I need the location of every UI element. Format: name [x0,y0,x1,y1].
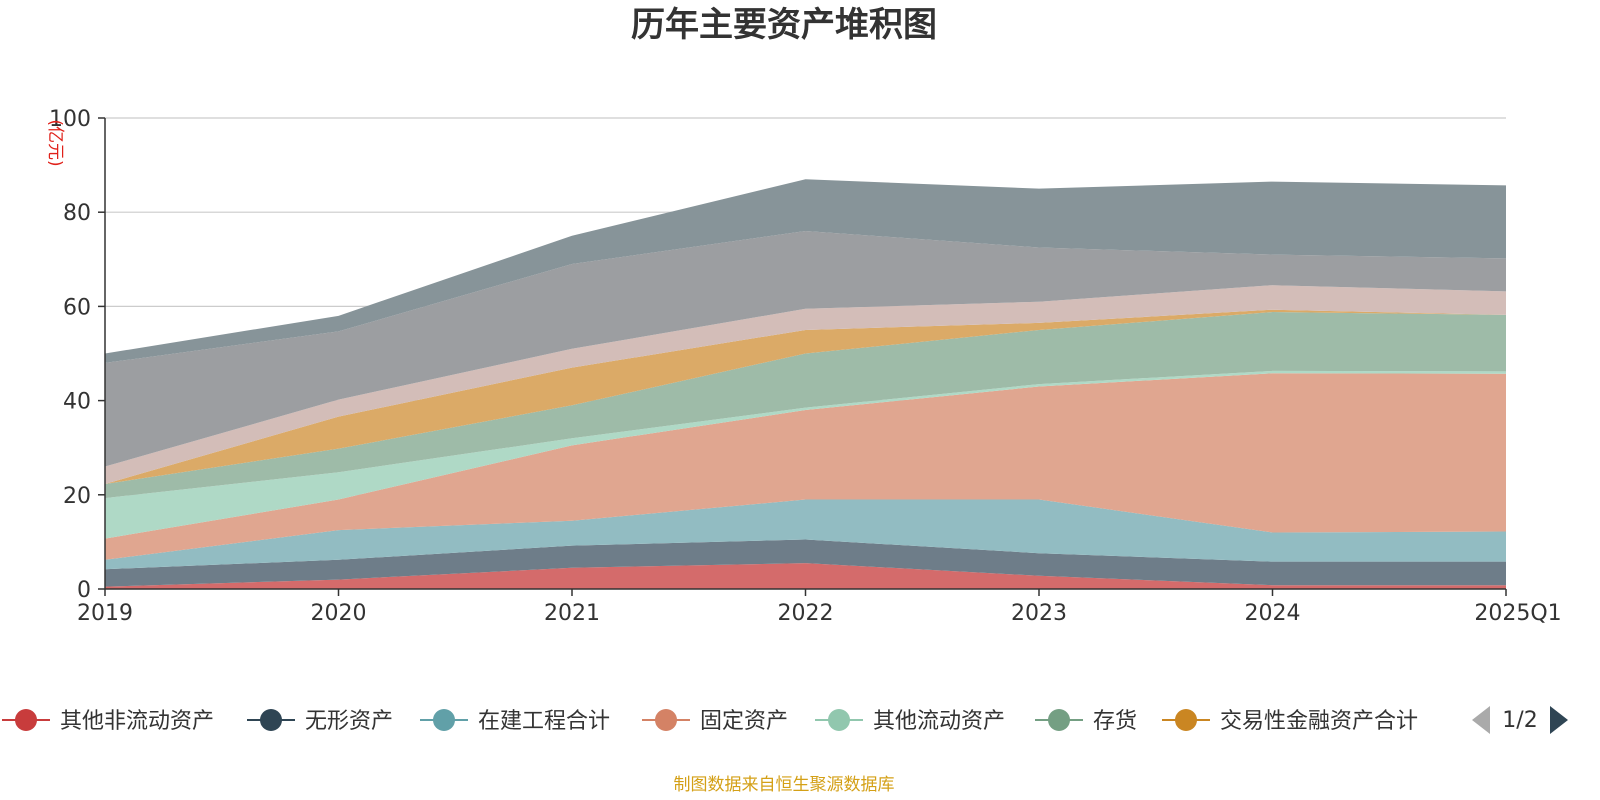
legend-label: 在建工程合计 [478,709,610,734]
x-tick-label: 2024 [1245,601,1301,626]
legend-page-indicator: 1/2 [1502,708,1537,733]
legend-marker-icon [433,709,455,731]
legend-item[interactable]: 无形资产 [247,709,393,734]
legend-item[interactable]: 其他非流动资产 [2,709,214,734]
data-source-note: 制图数据来自恒生聚源数据库 [674,775,895,795]
area-series [105,179,1506,589]
x-tick-label: 2020 [311,601,367,626]
y-tick-label: 80 [63,201,91,226]
legend-label: 无形资产 [305,709,393,734]
legend-label: 固定资产 [700,709,788,734]
area-series-1 [105,563,1506,589]
area-series-4 [105,373,1506,560]
y-tick-label: 20 [63,484,91,509]
x-tick-label: 2025Q1 [1474,601,1561,626]
legend-marker-icon [260,709,282,731]
legend-marker-icon [1048,709,1070,731]
legend-item[interactable]: 在建工程合计 [420,709,610,734]
x-tick-label: 2022 [778,601,834,626]
area-series-6 [105,312,1506,499]
x-tick-label: 2021 [544,601,600,626]
area-series-8 [105,285,1506,484]
legend-label: 其他非流动资产 [60,709,214,734]
legend-label: 存货 [1093,709,1137,734]
legend-marker-icon [828,709,850,731]
y-tick-label: 0 [77,578,91,603]
legend-label: 其他流动资产 [873,709,1005,734]
unit-label: (亿元) [45,119,65,166]
legend-marker-icon [15,709,37,731]
legend-item[interactable]: 固定资产 [642,709,788,734]
legend-next-icon[interactable] [1550,706,1568,734]
legend-item[interactable]: 存货 [1035,709,1137,734]
x-tick-labels: 2019 2020 2021 2022 2023 2024 2025Q1 [77,589,1562,626]
legend-pager: 1/2 [1472,706,1568,734]
legend-marker-icon [1175,709,1197,731]
y-tick-label: 60 [63,295,91,320]
legend-prev-icon[interactable] [1472,706,1490,734]
legend-item[interactable]: 交易性金融资产合计 [1162,709,1418,734]
legend-item[interactable]: 其他流动资产 [815,709,1005,734]
area-series-2 [105,539,1506,587]
y-tick-label: 100 [49,107,91,132]
area-series-9 [105,231,1506,467]
area-series-3 [105,499,1506,570]
legend-label: 交易性金融资产合计 [1220,709,1418,734]
legend: 其他非流动资产 无形资产 在建工程合计 固定资产 其他流动资产 存货 交易性金融资产合计 [2,709,1418,734]
chart-title: 历年主要资产堆积图 [631,5,937,45]
area-series-7 [105,309,1506,484]
y-tick-label: 40 [63,390,91,415]
x-tick-label: 2019 [77,601,133,626]
area-series-10 [105,179,1506,363]
legend-marker-icon [655,709,677,731]
y-tick-labels: 0 20 40 60 80 100 [49,107,105,603]
x-tick-label: 2023 [1011,601,1067,626]
